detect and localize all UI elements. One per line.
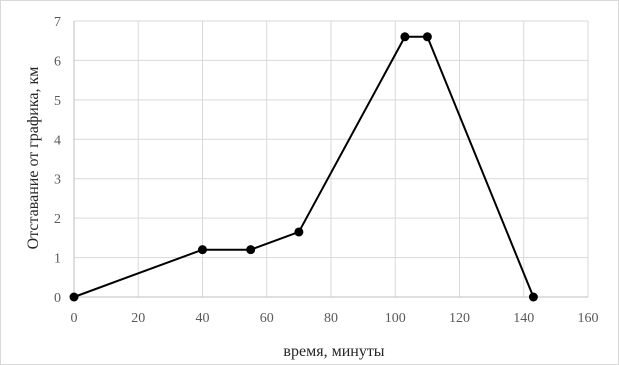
data-point	[400, 32, 410, 42]
data-point	[69, 292, 79, 302]
y-tick-label: 3	[54, 173, 61, 188]
y-tick-label: 4	[54, 133, 61, 148]
x-tick-label: 20	[131, 311, 145, 326]
y-axis-title: Отставание от графика, км	[25, 67, 42, 250]
x-tick-label: 140	[513, 311, 534, 326]
data-point	[294, 227, 304, 237]
x-axis-title: время, минуты	[283, 343, 384, 360]
axes	[73, 21, 588, 298]
y-tick-labels: 0 1 2 3 4 5 6 7	[54, 15, 61, 306]
y-tick-label: 5	[54, 94, 61, 109]
x-tick-label: 80	[324, 311, 338, 326]
series	[69, 32, 538, 302]
y-tick-label: 6	[54, 54, 61, 69]
data-point	[246, 245, 256, 255]
data-point	[422, 32, 432, 42]
x-tick-label: 120	[449, 311, 470, 326]
x-tick-label: 100	[385, 311, 406, 326]
x-tick-label: 160	[578, 311, 599, 326]
y-tick-label: 2	[54, 212, 61, 227]
y-tick-label: 1	[54, 252, 61, 267]
x-tick-label: 0	[71, 311, 78, 326]
data-point	[198, 245, 207, 255]
x-tick-labels: 0 20 40 60 80 100 120 140 160	[71, 311, 599, 326]
y-tick-label: 7	[54, 15, 61, 30]
x-tick-label: 60	[260, 311, 274, 326]
grid	[74, 20, 589, 297]
y-tick-label: 0	[54, 291, 61, 306]
x-tick-label: 40	[196, 311, 210, 326]
data-point	[528, 292, 538, 302]
